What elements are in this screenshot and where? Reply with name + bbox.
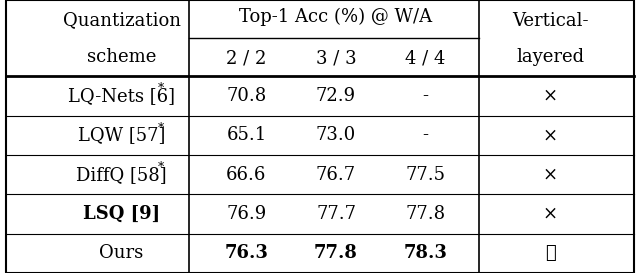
Text: 65.1: 65.1	[227, 126, 266, 144]
Text: 76.7: 76.7	[316, 166, 356, 184]
Text: layered: layered	[516, 48, 584, 66]
Text: Vertical-: Vertical-	[512, 12, 589, 30]
Text: -: -	[422, 126, 429, 144]
Text: Top-1 Acc (%) @ W/A: Top-1 Acc (%) @ W/A	[239, 8, 433, 26]
Text: LQW [57]: LQW [57]	[78, 126, 165, 144]
Text: 4 / 4: 4 / 4	[405, 49, 446, 67]
Text: 66.6: 66.6	[226, 166, 267, 184]
Text: 77.8: 77.8	[314, 244, 358, 262]
Text: 72.9: 72.9	[316, 87, 356, 105]
Text: ×: ×	[543, 126, 558, 144]
Text: 70.8: 70.8	[227, 87, 266, 105]
Text: *: *	[158, 121, 164, 135]
Text: Ours: Ours	[99, 244, 144, 262]
Text: ×: ×	[543, 205, 558, 223]
Text: *: *	[158, 82, 164, 95]
Text: *: *	[158, 161, 164, 174]
Text: DiffQ [58]: DiffQ [58]	[76, 166, 167, 184]
Text: -: -	[422, 87, 429, 105]
Text: 2 / 2: 2 / 2	[226, 49, 267, 67]
Text: 77.8: 77.8	[406, 205, 445, 223]
Text: 3 / 3: 3 / 3	[316, 49, 356, 67]
Text: 76.3: 76.3	[225, 244, 268, 262]
Text: ×: ×	[543, 87, 558, 105]
Text: ×: ×	[543, 166, 558, 184]
Text: 76.9: 76.9	[227, 205, 266, 223]
Text: ✓: ✓	[545, 244, 556, 262]
Text: LSQ [9]: LSQ [9]	[83, 205, 160, 223]
Text: scheme: scheme	[87, 48, 156, 66]
Text: LQ-Nets [6]: LQ-Nets [6]	[68, 87, 175, 105]
Text: 78.3: 78.3	[404, 244, 447, 262]
Text: 73.0: 73.0	[316, 126, 356, 144]
Text: Quantization: Quantization	[63, 12, 180, 30]
Text: 77.7: 77.7	[316, 205, 356, 223]
Text: 77.5: 77.5	[406, 166, 445, 184]
